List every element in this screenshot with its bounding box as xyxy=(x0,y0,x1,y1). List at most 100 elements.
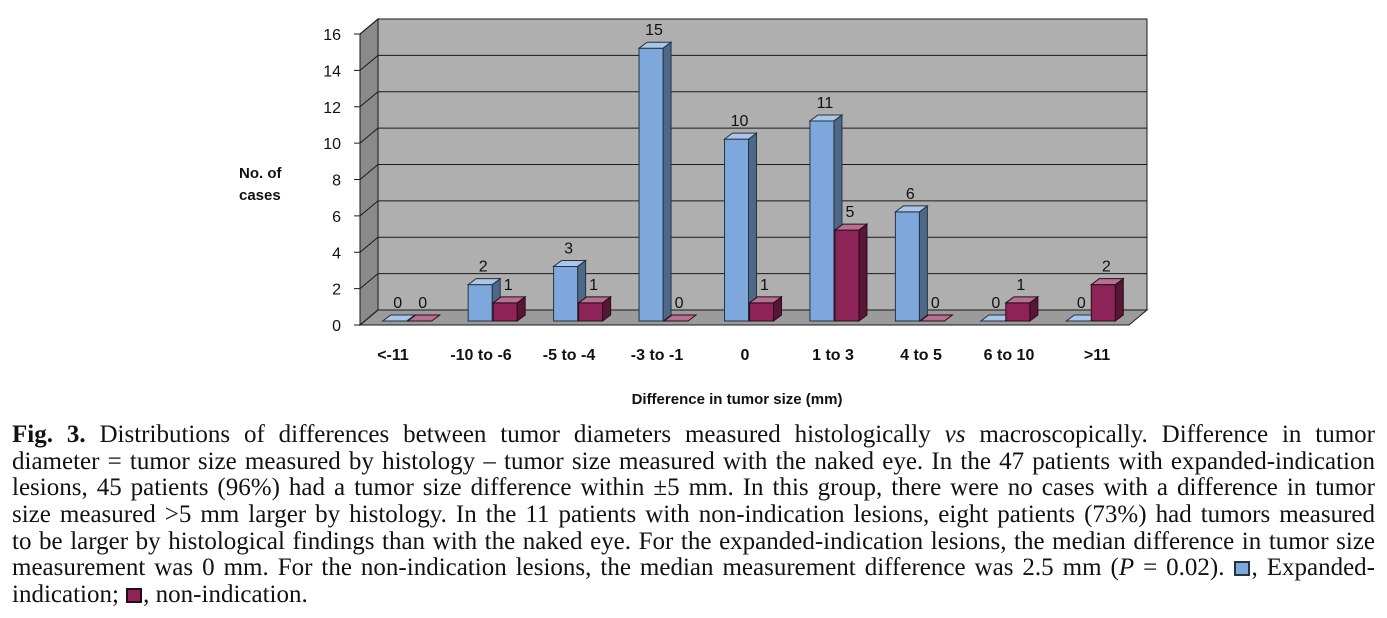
x-tick-label: 1 to 3 xyxy=(812,347,854,364)
y-tick-label: 12 xyxy=(323,100,341,117)
y-tick-label: 6 xyxy=(332,209,341,226)
gridline-side xyxy=(359,273,379,290)
caption-line-6: measurement was 0 mm. For the non-indica… xyxy=(12,554,1375,582)
data-label: 0 xyxy=(991,295,1000,312)
bar-top-face xyxy=(577,296,613,304)
bar-top-face xyxy=(1089,278,1125,286)
caption-italic-text: P xyxy=(1118,554,1135,582)
caption-text: lesions, 45 patients (96%) had a tumor s… xyxy=(12,474,1375,502)
x-tick-label: -5 to -4 xyxy=(543,347,596,364)
x-tick-label: -10 to -6 xyxy=(450,347,511,364)
figure-label: Fig. 3. xyxy=(12,421,86,448)
x-tick-label: 4 to 5 xyxy=(900,347,942,364)
bar-expanded-indication xyxy=(381,314,417,322)
gridline-side xyxy=(359,200,379,217)
caption-text: indication; xyxy=(12,580,126,608)
bar-front-face xyxy=(1005,302,1031,322)
bar-side-face xyxy=(858,223,868,322)
bar-front-face xyxy=(724,138,749,322)
data-label: 10 xyxy=(731,113,749,130)
bar-non-indication xyxy=(748,295,783,322)
data-label: 0 xyxy=(1077,295,1086,312)
bar-non-indication xyxy=(833,223,869,322)
bar-top-face xyxy=(918,314,954,322)
caption-line-2: diameter = tumor size measured by histol… xyxy=(12,448,1375,476)
bar-side-face xyxy=(662,41,672,322)
y-tick-label: 2 xyxy=(332,282,341,299)
bar-non-indication xyxy=(662,314,698,322)
y-tick-label: 4 xyxy=(332,245,341,262)
data-label: 1 xyxy=(589,277,598,294)
bar-top-face xyxy=(466,278,502,286)
y-axis: 0 2 4 6 8 10 12 14 16 xyxy=(323,27,361,335)
bar-side-face xyxy=(1114,277,1124,322)
bar-top-face xyxy=(748,296,783,304)
caption-text: , Expanded- xyxy=(1251,554,1375,582)
bar-top-face xyxy=(662,314,698,322)
bar-front-face xyxy=(1090,284,1116,322)
bar-top-face xyxy=(637,41,673,49)
x-axis-title: Difference in tumor size (mm) xyxy=(632,391,843,408)
bar-side-face xyxy=(748,132,757,322)
y-axis-title-line-2: cases xyxy=(239,187,281,204)
gridline-side xyxy=(359,164,379,180)
figure-caption: Fig. 3. Distributions of differences bet… xyxy=(12,421,1376,609)
bar-front-face xyxy=(809,120,835,322)
bar-expanded-indication xyxy=(466,277,502,322)
bar-expanded-indication xyxy=(723,132,758,322)
bar-non-indication xyxy=(1089,277,1125,322)
bar-top-face xyxy=(723,132,758,140)
gridline-side xyxy=(359,18,379,35)
caption-line-1: Fig. 3. Distributions of differences bet… xyxy=(12,421,1376,449)
data-label: 11 xyxy=(817,95,834,112)
bar-top-face xyxy=(893,205,929,213)
data-label: 6 xyxy=(906,186,915,203)
caption-text: macroscopically. Difference in tumor xyxy=(965,421,1376,448)
bar-front-face xyxy=(553,265,579,322)
bar-front-face xyxy=(834,229,860,322)
bar-front-face xyxy=(467,284,493,322)
bar-non-indication xyxy=(918,314,954,322)
data-label: 1 xyxy=(1016,277,1025,294)
bar-non-indication xyxy=(1004,295,1040,322)
x-tick-label: <-11 xyxy=(377,347,409,364)
y-tick-label: 14 xyxy=(323,63,341,80)
caption-text: , non-indication. xyxy=(143,580,308,608)
data-label: 1 xyxy=(504,277,513,294)
caption-text: to be larger by histological findings th… xyxy=(12,527,1375,555)
gridline-side xyxy=(359,127,379,144)
caption-line-3: lesions, 45 patients (96%) had a tumor s… xyxy=(12,474,1375,502)
data-label: 2 xyxy=(479,259,488,276)
caption-text: Distributions of differences between tum… xyxy=(85,421,945,448)
bar-top-face xyxy=(833,223,869,231)
data-label: 0 xyxy=(393,295,402,312)
bar-front-face xyxy=(638,47,664,322)
legend-swatch-expanded-indication xyxy=(1234,561,1251,577)
bar-front-face xyxy=(749,302,774,322)
data-label: 15 xyxy=(645,22,663,39)
bar-top-face xyxy=(381,314,417,322)
gridline-side xyxy=(359,54,379,71)
bar-top-face xyxy=(406,314,442,322)
caption-italic-text: vs xyxy=(944,421,966,448)
x-tick-label: 6 to 10 xyxy=(984,347,1035,364)
bar-expanded-indication xyxy=(893,204,929,322)
caption-line-4: size measured >5 mm larger by histology.… xyxy=(12,501,1375,529)
data-label: 1 xyxy=(760,277,769,294)
bar-top-face xyxy=(552,259,588,267)
caption-line-5: to be larger by histological findings th… xyxy=(12,527,1375,556)
y-tick-label: 0 xyxy=(332,318,341,335)
caption-text: = 0.02). xyxy=(1134,554,1234,582)
bar-non-indication xyxy=(491,295,527,322)
bar-top-face xyxy=(491,296,527,304)
gridlines xyxy=(359,18,1147,326)
bar-non-indication xyxy=(577,295,613,322)
caption-line-7: indication; , non-indication. xyxy=(12,580,1375,609)
gridline-side xyxy=(359,236,379,253)
y-tick-label: 16 xyxy=(323,27,341,44)
data-label: 0 xyxy=(675,295,684,312)
x-tick-label: >11 xyxy=(1084,347,1110,364)
data-label: 5 xyxy=(845,204,854,221)
gridline-side xyxy=(359,91,379,108)
